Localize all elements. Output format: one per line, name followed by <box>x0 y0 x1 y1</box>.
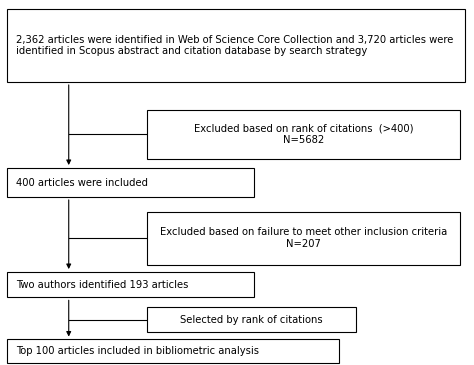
Text: Excluded based on rank of citations  (>400)
N=5682: Excluded based on rank of citations (>40… <box>193 123 413 145</box>
Text: 400 articles were included: 400 articles were included <box>16 177 147 188</box>
Text: 2,362 articles were identified in Web of Science Core Collection and 3,720 artic: 2,362 articles were identified in Web of… <box>16 35 453 57</box>
Text: Two authors identified 193 articles: Two authors identified 193 articles <box>16 280 188 290</box>
FancyBboxPatch shape <box>7 339 339 363</box>
FancyBboxPatch shape <box>147 110 460 159</box>
FancyBboxPatch shape <box>147 212 460 265</box>
FancyBboxPatch shape <box>7 9 465 82</box>
Text: Top 100 articles included in bibliometric analysis: Top 100 articles included in bibliometri… <box>16 346 259 356</box>
FancyBboxPatch shape <box>147 307 356 332</box>
FancyBboxPatch shape <box>7 272 254 297</box>
Text: Excluded based on failure to meet other inclusion criteria
N=207: Excluded based on failure to meet other … <box>160 227 447 249</box>
FancyBboxPatch shape <box>7 168 254 197</box>
Text: Selected by rank of citations: Selected by rank of citations <box>180 315 322 325</box>
